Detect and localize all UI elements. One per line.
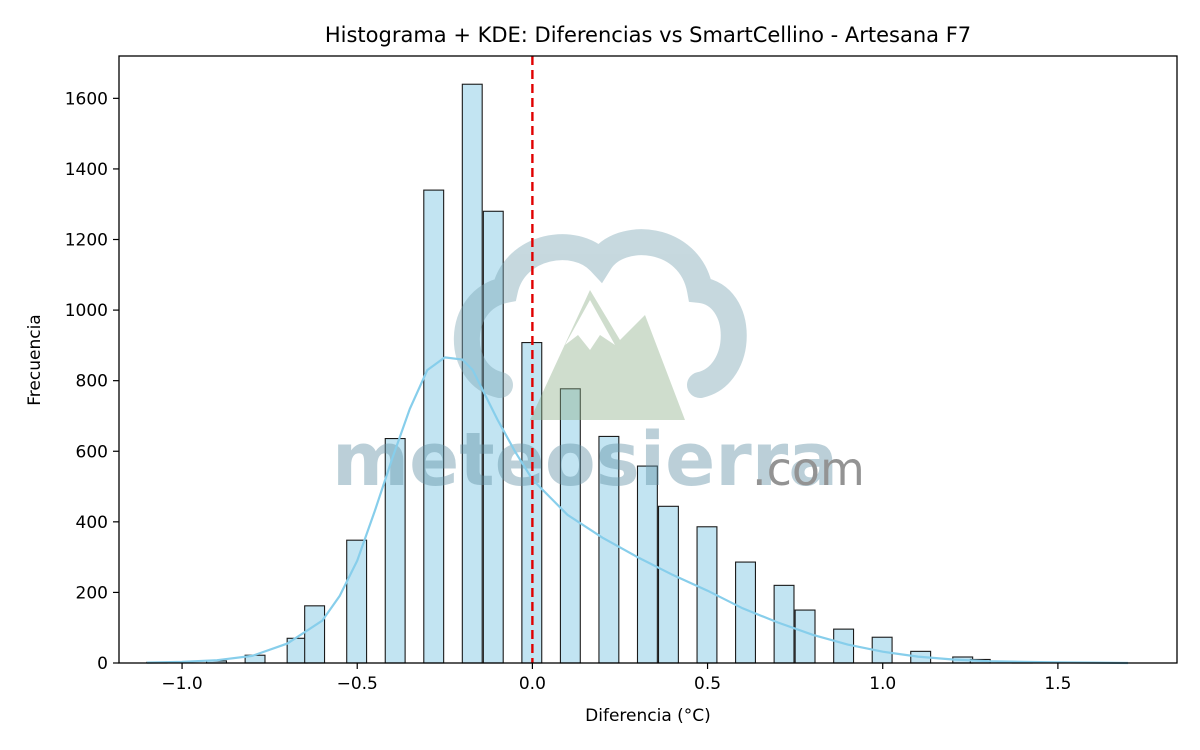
y-tick-label: 1600 xyxy=(65,89,108,109)
y-tick-label: 200 xyxy=(76,583,108,603)
histogram-bar-14 xyxy=(657,505,679,664)
watermark-brand: meteosierra xyxy=(332,417,838,503)
x-tick-label: −0.5 xyxy=(337,674,378,694)
y-tick-label: 1400 xyxy=(65,160,108,180)
x-tick-label: 1.0 xyxy=(869,674,896,694)
x-tick-label: 0.5 xyxy=(694,674,721,694)
x-tick-label: 1.5 xyxy=(1044,674,1071,694)
watermark-cloud-icon xyxy=(453,229,747,398)
watermark-logo: meteosierra .com xyxy=(332,229,865,503)
x-axis-label: Diferencia (°C) xyxy=(585,706,711,726)
watermark-mountain-icon xyxy=(530,290,685,420)
plot-frame xyxy=(118,55,1178,664)
histogram-bar-4 xyxy=(304,605,326,664)
x-tick-label: −1.0 xyxy=(161,674,202,694)
chart-title: Histograma + KDE: Diferencias vs SmartCe… xyxy=(325,23,971,47)
y-tick-label: 1200 xyxy=(65,231,108,251)
x-tick-label: 0.0 xyxy=(519,674,546,694)
y-axis-label: Frecuencia xyxy=(25,314,45,405)
y-axis-ticks: 0 200 400 600 800 1000 1200 1400 1600 xyxy=(65,89,119,674)
y-tick-label: 0 xyxy=(97,654,108,674)
y-tick-label: 800 xyxy=(76,372,108,392)
histogram-bar-5 xyxy=(346,539,368,664)
y-tick-label: 400 xyxy=(76,513,108,533)
y-tick-label: 1000 xyxy=(65,301,108,321)
x-axis-ticks: −1.0 −0.5 0.0 0.5 1.0 1.5 xyxy=(161,663,1071,694)
histogram-bar-18 xyxy=(794,609,816,664)
watermark-suffix: .com xyxy=(752,442,865,496)
y-tick-label: 600 xyxy=(76,442,108,462)
watermark-snowcap-icon xyxy=(565,300,615,350)
